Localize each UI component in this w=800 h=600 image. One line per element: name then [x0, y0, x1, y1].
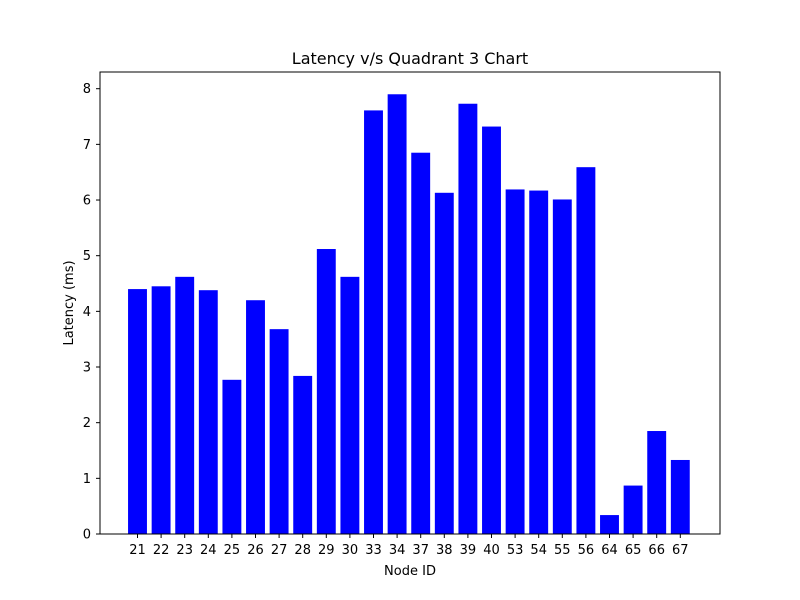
- x-tick-label: 37: [412, 543, 429, 558]
- y-tick-label: 2: [83, 416, 91, 431]
- x-tick-label: 28: [294, 543, 311, 558]
- x-tick-label: 34: [389, 543, 406, 558]
- bar-node-53: [505, 189, 525, 534]
- y-axis: 0 1 2 3 4 5 6 7 8: [83, 82, 100, 543]
- bar-node-64: [600, 515, 619, 534]
- bar-node-22: [151, 286, 171, 534]
- bar-node-67: [670, 459, 690, 534]
- y-tick-label: 0: [83, 528, 91, 543]
- bar-node-24: [198, 290, 218, 534]
- x-tick-label: 38: [436, 543, 453, 558]
- bar-node-39: [458, 103, 478, 534]
- y-axis-label: Latency (ms): [62, 260, 77, 345]
- bar-node-54: [529, 190, 549, 534]
- x-axis-label: Node ID: [384, 564, 436, 579]
- bar-node-25: [222, 379, 242, 534]
- x-tick-label: 26: [247, 543, 264, 558]
- chart-title: Latency v/s Quadrant 3 Chart: [292, 49, 528, 68]
- y-tick-label: 3: [83, 361, 91, 376]
- bar-node-56: [576, 167, 596, 534]
- bar-node-23: [175, 276, 195, 534]
- bar-node-27: [269, 329, 289, 534]
- bar-node-38: [434, 192, 454, 535]
- bar-node-66: [647, 431, 667, 534]
- bar-node-34: [387, 94, 407, 535]
- x-tick-label: 54: [530, 543, 547, 558]
- bar-node-29: [316, 249, 336, 534]
- x-tick-label: 29: [318, 543, 335, 558]
- y-tick-label: 8: [83, 82, 91, 97]
- bar-node-28: [293, 375, 313, 534]
- x-tick-label: 21: [129, 543, 146, 558]
- plot-frame: [99, 71, 721, 535]
- x-tick-label: 56: [578, 543, 595, 558]
- x-tick-label: 25: [224, 543, 241, 558]
- x-tick-label: 64: [601, 543, 618, 558]
- bar-node-33: [364, 110, 383, 534]
- bar-node-26: [246, 300, 265, 534]
- y-tick-label: 4: [83, 305, 91, 320]
- bars-group: [128, 94, 690, 535]
- bar-node-37: [411, 152, 431, 534]
- y-tick-label: 1: [83, 472, 91, 487]
- bar-node-21: [128, 289, 147, 534]
- x-axis: 21 22 23 24 25 26 27 28 29 30 33 34 37 38 39 40 53 54 55 56…: [129, 534, 689, 558]
- y-tick-label: 6: [83, 194, 91, 209]
- x-tick-label: 33: [365, 543, 382, 558]
- x-tick-label: 66: [648, 543, 665, 558]
- bar-node-40: [482, 126, 501, 535]
- x-tick-label: 40: [483, 543, 500, 558]
- x-tick-label: 23: [176, 543, 193, 558]
- x-tick-label: 30: [342, 543, 359, 558]
- x-tick-label: 67: [672, 543, 689, 558]
- y-tick-label: 7: [83, 138, 91, 153]
- x-tick-label: 27: [271, 543, 288, 558]
- x-tick-label: 53: [507, 543, 524, 558]
- bar-node-55: [552, 199, 572, 534]
- x-tick-label: 24: [200, 543, 217, 558]
- x-tick-label: 22: [153, 543, 170, 558]
- y-tick-label: 5: [83, 249, 91, 264]
- x-tick-label: 39: [460, 543, 477, 558]
- x-tick-label: 55: [554, 543, 571, 558]
- x-tick-label: 65: [625, 543, 642, 558]
- bar-node-30: [340, 276, 360, 534]
- bar-node-65: [623, 485, 643, 534]
